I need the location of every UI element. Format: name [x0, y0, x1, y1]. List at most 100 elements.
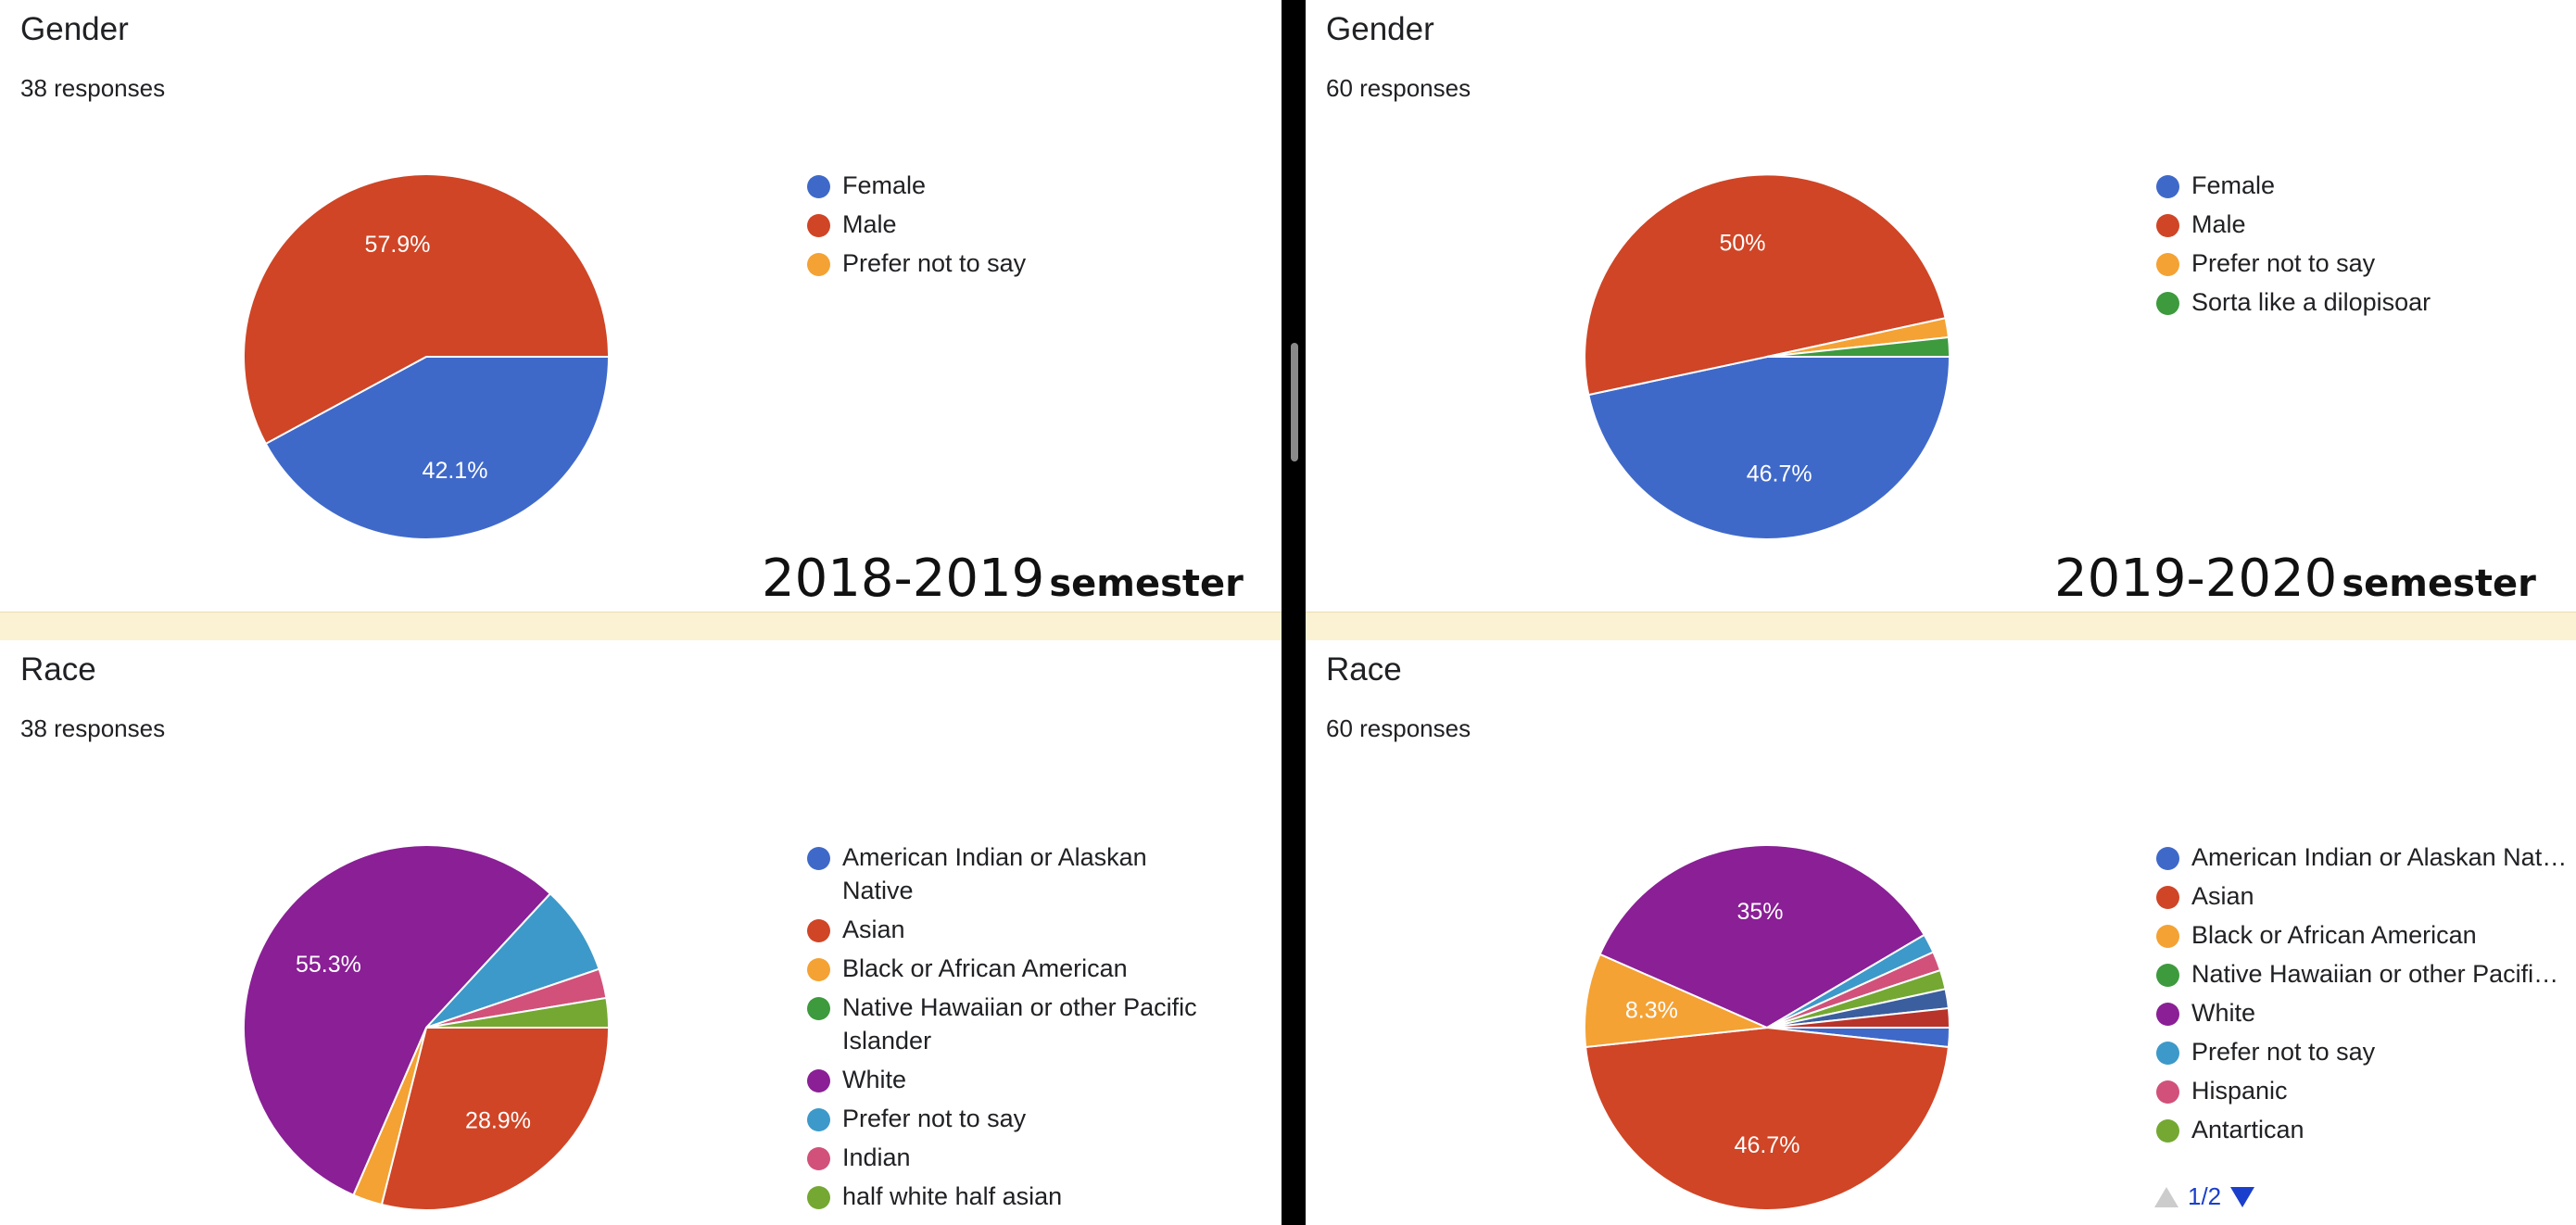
panel-title: Race	[1326, 651, 1402, 688]
legend-label: Sorta like a dilopisoar	[2191, 288, 2431, 316]
race-pie-chart-2018: 28.9% 55.3%	[243, 844, 611, 1211]
legend-item: Black or African American	[807, 952, 1215, 985]
pie-slice-male	[1584, 173, 1947, 397]
race-panel-2018: Race 38 responses 28.9% 55.3% American In…	[0, 640, 1282, 1225]
legend-item: Prefer not to say	[807, 246, 1215, 280]
legend-item: Male	[2156, 208, 2564, 241]
semester-label-2019: 2019-2020 semester	[2054, 549, 2536, 609]
legend-item: Female	[807, 169, 1215, 202]
response-count: 38 responses	[20, 74, 166, 102]
legend-swatch	[807, 1186, 830, 1209]
legend-swatch	[2156, 1042, 2179, 1065]
legend-swatch	[2156, 214, 2179, 237]
slice-label-male: 57.9%	[365, 232, 431, 258]
pie-slice-half-white-half-asian	[425, 996, 611, 1029]
legend-swatch	[2156, 886, 2179, 909]
legend-label: Prefer not to say	[2191, 1038, 2376, 1066]
legend-swatch	[807, 1108, 830, 1131]
semester-word: semester	[2342, 562, 2536, 605]
legend-label: Black or African American	[842, 954, 1128, 982]
legend-label: Native Hawaiian or other Pacific Islande…	[842, 993, 1197, 1055]
legend-label: Asian	[842, 916, 905, 943]
panel-separator-right	[1306, 612, 2576, 641]
divider-handle[interactable]	[1291, 343, 1298, 461]
legend-label: White	[842, 1066, 907, 1093]
legend-item: White	[807, 1063, 1215, 1096]
legend-item: Asian	[2156, 879, 2570, 913]
legend-item: Asian	[807, 913, 1215, 946]
legend-label: Female	[2191, 171, 2276, 199]
legend-label: Male	[2191, 210, 2246, 238]
legend-swatch	[2156, 292, 2179, 315]
legend-swatch	[807, 1069, 830, 1092]
slice-label-asian: 28.9%	[465, 1107, 531, 1133]
legend-swatch	[2156, 964, 2179, 987]
slice-label-male: 50%	[1719, 231, 1765, 257]
legend-item: Sorta like a dilopisoar	[2156, 285, 2564, 319]
semester-year: 2019-2020	[2054, 549, 2338, 609]
semester-year: 2018-2019	[762, 549, 1045, 609]
pie-slice-extra-2	[1766, 1006, 1951, 1029]
legend-swatch	[2156, 925, 2179, 948]
legend-label: Asian	[2191, 882, 2254, 910]
legend-label: Indian	[842, 1143, 911, 1171]
legend-swatch	[2156, 1119, 2179, 1143]
split-divider[interactable]	[1282, 0, 1306, 1225]
legend-label: Antartican	[2191, 1116, 2305, 1143]
pager-down-arrow-icon[interactable]	[2230, 1186, 2255, 1207]
legend-label: Female	[842, 171, 927, 199]
legend-item: Antartican	[2156, 1113, 2570, 1146]
legend-swatch	[2156, 253, 2179, 276]
legend-item: Male	[807, 208, 1215, 241]
slice-label-female: 46.7%	[1747, 461, 1812, 486]
pie-slice-male	[243, 173, 611, 446]
semester-label-2018: 2018-2019 semester	[762, 549, 1244, 609]
response-count: 60 responses	[1326, 74, 1471, 102]
race-legend-2018: American Indian or Alaskan Native Asian Bl…	[807, 840, 1215, 1219]
pie-slice-black-or-african-american	[1584, 953, 1771, 1049]
legend-swatch	[2156, 175, 2179, 198]
slice-label-female: 42.1%	[423, 458, 488, 484]
legend-item: Female	[2156, 169, 2564, 202]
race-panel-2019: Race 60 responses 46.7% 8.3% 35% American …	[1306, 640, 2576, 1225]
pager-label: 1/2	[2188, 1182, 2222, 1210]
legend-swatch	[2156, 847, 2179, 870]
legend-swatch	[2156, 1080, 2179, 1104]
slice-label-white: 55.3%	[296, 952, 361, 978]
slice-label-black-or-african-american: 8.3%	[1625, 998, 1678, 1024]
legend-swatch	[807, 847, 830, 870]
legend-pager: 1/2	[2154, 1182, 2255, 1211]
pie-slice-female	[264, 356, 611, 540]
panel-title: Race	[20, 651, 96, 688]
legend-item: American Indian or Alaskan Native	[807, 840, 1215, 907]
slice-label-white: 35%	[1736, 899, 1783, 925]
legend-swatch	[807, 253, 830, 276]
pie-slice-prefer-not-to-say	[425, 892, 600, 1029]
legend-swatch	[807, 1147, 830, 1170]
legend-item: American Indian or Alaskan Native	[2156, 840, 2570, 874]
pager-up-arrow-icon[interactable]	[2154, 1186, 2178, 1207]
legend-item: Prefer not to say	[2156, 1035, 2570, 1068]
legend-label: Prefer not to say	[842, 249, 1027, 277]
legend-swatch	[2156, 1003, 2179, 1026]
legend-item: Indian	[807, 1141, 1215, 1174]
race-legend-2019: American Indian or Alaskan Native Asian Bl…	[2156, 840, 2570, 1152]
gender-legend-2019: Female Male Prefer not to say Sorta like a …	[2156, 169, 2564, 324]
pie-slice-sorta-like-a-dilopisoar	[1766, 335, 1951, 358]
legend-label: White	[2191, 999, 2256, 1027]
legend-swatch	[807, 919, 830, 942]
legend-item: Prefer not to say	[2156, 246, 2564, 280]
legend-item: half white half asian	[807, 1180, 1215, 1213]
gender-legend-2018: Female Male Prefer not to say	[807, 169, 1215, 285]
legend-item: Black or African American	[2156, 918, 2570, 952]
semester-word: semester	[1049, 562, 1244, 605]
response-count: 38 responses	[20, 714, 166, 742]
legend-label: American Indian or Alaskan Native	[842, 843, 1147, 904]
legend-label: half white half asian	[842, 1182, 1063, 1210]
legend-item: Prefer not to say	[807, 1102, 1215, 1135]
legend-label: Prefer not to say	[842, 1105, 1027, 1132]
legend-swatch	[807, 214, 830, 237]
legend-swatch	[807, 997, 830, 1020]
legend-label: Hispanic	[2191, 1077, 2288, 1105]
gender-pie-chart-2019: 46.7% 50%	[1584, 173, 1951, 540]
